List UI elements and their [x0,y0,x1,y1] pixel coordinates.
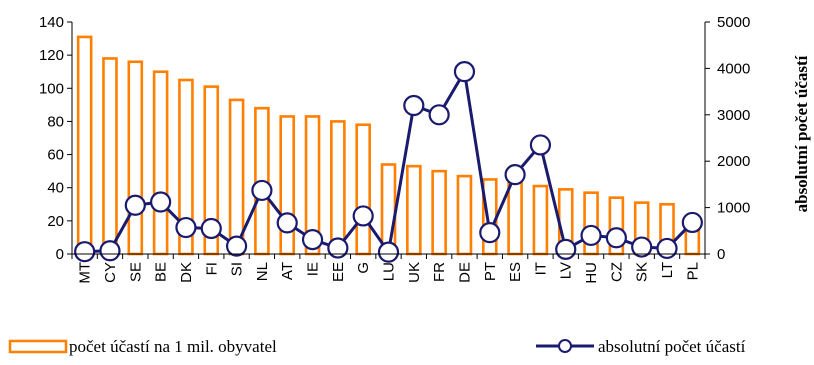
point-FI [200,217,222,240]
x-tick-label-FR: FR [431,262,448,282]
x-tick-label-CY: CY [102,262,119,283]
bar-MT [76,35,93,256]
x-axis: MT CY SE BE DK FI SI NL AT IE EE G LU UK FR DE PT ES IT LV H… [71,253,706,284]
left-tick-label: 60 [47,147,64,164]
point-MT [74,241,96,263]
point-UK [403,94,425,117]
x-tick-label-IT: IT [532,262,549,275]
x-tick-label-CZ: CZ [608,262,625,282]
x-tick-label-AT: AT [279,262,296,280]
point-FR [428,104,450,126]
x-tick-label-UK: UK [406,262,423,283]
point-HU [580,224,602,247]
bar-IT [532,184,549,256]
bar-ES [507,181,523,256]
right-tick-label: 2000 [717,153,750,170]
point-DE [453,61,476,83]
right-tick-label: 0 [717,246,725,263]
point-LU [377,241,400,263]
point-DK [175,216,197,239]
x-tick-label-G: G [355,262,372,274]
point-CZ [605,227,627,249]
x-tick-label-SI: SI [229,262,246,276]
point-LV [555,238,577,260]
point-IE [301,229,324,251]
x-tick-label-DK: DK [178,262,195,283]
bar-SE [127,60,144,256]
bar-EE [330,120,346,256]
point-AT [276,212,298,234]
x-tick-label-LV: LV [558,262,575,279]
point-CY [99,240,121,262]
x-tick-label-PT: PT [482,262,499,281]
left-tick-label: 0 [56,246,64,263]
point-SK [631,236,653,258]
x-tick-label-SK: SK [634,262,651,282]
x-tick-label-IE: IE [305,262,322,276]
point-PL [681,211,703,234]
legend-bar-swatch [8,339,68,354]
point-G [352,205,374,227]
left-axis: 0 20 40 60 80 100 120 140 [39,14,73,263]
right-tick-label: 5000 [717,14,750,31]
point-LT [656,237,678,260]
right-tick-label: 1000 [717,200,750,217]
left-tick-label: 100 [39,80,64,97]
point-IT [529,134,552,156]
x-tick-label-HU: HU [583,262,600,284]
x-tick-label-NL: NL [254,262,271,281]
point-PT [479,222,501,244]
right-tick-label: 4000 [717,60,750,77]
left-tick-label: 20 [47,213,64,230]
bar-G [355,123,371,256]
right-axis-label: absolutní počet účastí [792,55,811,212]
point-SI [225,235,248,257]
legend-line-marker [558,339,572,353]
point-BE [150,191,172,213]
left-tick-label: 120 [39,47,64,64]
point-NL [251,179,273,202]
right-tick-label: 3000 [717,107,750,124]
left-tick-label: 80 [47,113,64,130]
bar-SI [228,98,245,256]
legend: počet účastí na 1 mil. obyvatel absolutn… [8,337,746,356]
plot-area [74,35,703,263]
x-tick-label-EE: EE [330,262,347,282]
left-tick-label: 140 [39,14,64,31]
x-tick-label-PL: PL [684,262,701,280]
x-tick-label-BE: BE [153,262,170,282]
point-ES [504,164,526,186]
x-tick-label-DE: DE [456,262,473,283]
left-tick-label: 40 [47,180,64,197]
bar-LU [380,163,397,256]
right-axis: 0 1000 2000 3000 4000 5000 [704,14,750,263]
x-tick-label-SE: SE [127,262,144,282]
point-SE [124,194,146,216]
point-EE [327,237,349,259]
legend-bar-label: počet účastí na 1 mil. obyvatel [69,337,277,356]
bar-CY [102,57,118,256]
bar-UK [406,164,422,256]
x-tick-label-MT: MT [77,262,94,284]
x-tick-label-LU: LU [381,262,398,281]
bar-BE [152,70,169,256]
legend-line-label: absolutní počet účastí [598,337,746,356]
x-tick-label-ES: ES [507,262,524,282]
x-tick-label-FI: FI [203,262,220,275]
bar-DE [456,174,473,256]
bar-FR [431,169,447,256]
x-tick-label-LT: LT [659,262,676,278]
